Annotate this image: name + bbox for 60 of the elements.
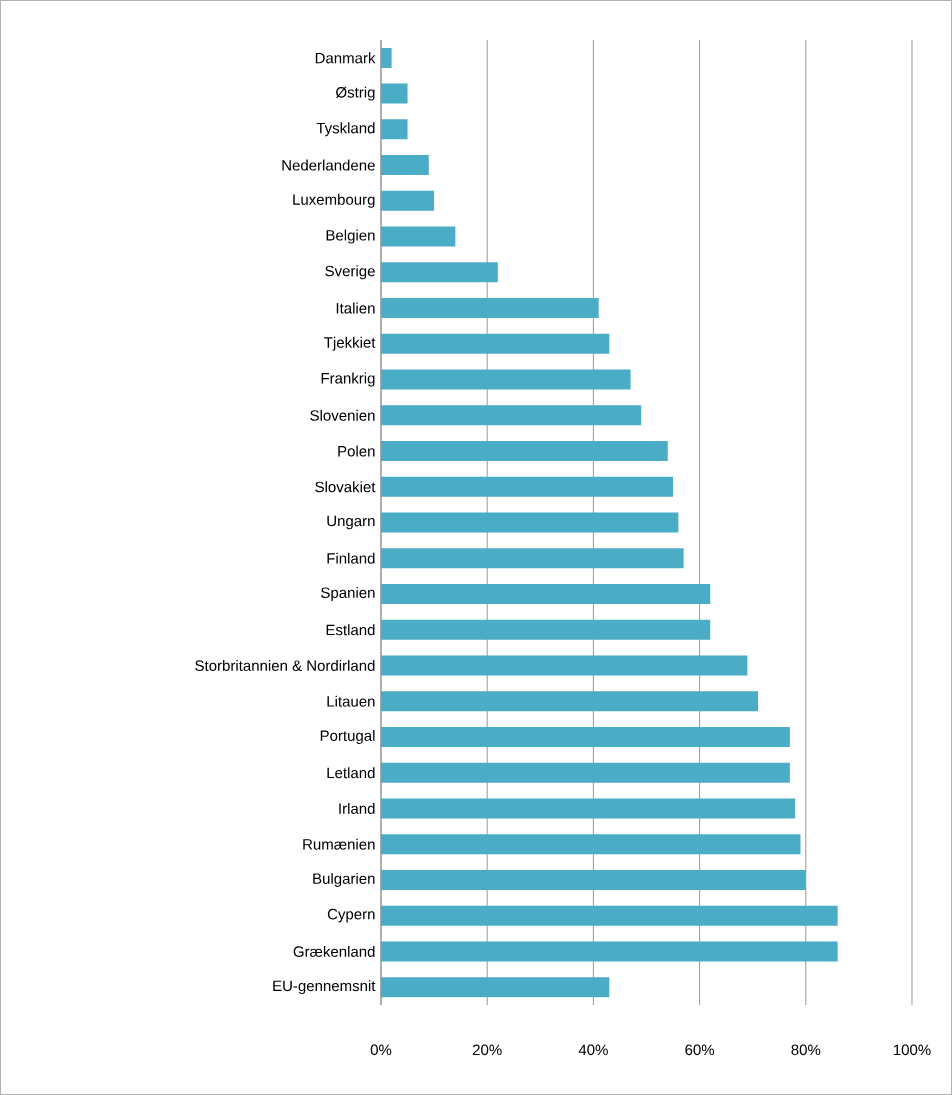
y-tick-label: Slovakiet <box>315 481 376 493</box>
bar <box>381 941 838 962</box>
bar <box>381 655 748 676</box>
y-tick-label: Danmark <box>315 52 376 64</box>
bar <box>381 190 435 211</box>
bar <box>381 298 599 319</box>
x-tick-label: 0% <box>370 1044 392 1056</box>
bar <box>381 262 498 283</box>
bar <box>381 476 674 497</box>
y-tick-label: Sverige <box>325 265 375 280</box>
y-tick-label: Storbritannien & Nordirland <box>195 659 375 671</box>
y-tick-label: EU-gennemsnit <box>273 980 376 995</box>
bar <box>381 405 642 426</box>
x-tick-label: 20% <box>472 1044 502 1056</box>
y-tick-label: Bulgarien <box>313 872 375 887</box>
bar <box>381 869 806 890</box>
y-tick-label: Rumænien <box>303 838 375 850</box>
bar <box>381 834 801 855</box>
bar <box>381 369 631 390</box>
y-tick-label: Cypern <box>327 908 375 923</box>
y-tick-label: Frankrig <box>321 372 375 387</box>
y-tick-label: Finland <box>327 552 375 564</box>
bar <box>381 798 796 819</box>
x-tick-label: 80% <box>791 1044 821 1056</box>
y-tick-label: Polen <box>338 445 375 457</box>
y-tick-label: Letland <box>327 767 375 779</box>
bar <box>381 977 610 998</box>
x-tick-label: 100% <box>893 1044 931 1056</box>
y-tick-label: Tjekkiet <box>324 336 376 351</box>
y-tick-label: Estland <box>326 624 375 636</box>
y-tick-label: Tyskland <box>316 122 375 137</box>
y-tick-label: Portugal <box>320 729 375 744</box>
y-tick-label: Litauen <box>327 695 375 707</box>
bar <box>381 691 759 712</box>
bar <box>381 47 392 68</box>
y-tick-label: Irland <box>339 802 375 814</box>
x-tick-label: 40% <box>578 1044 608 1056</box>
bar <box>381 905 838 926</box>
y-tick-label: Italien <box>336 302 375 314</box>
y-tick-label: Spanien <box>321 587 375 601</box>
bar <box>381 548 684 569</box>
x-tick-label: 60% <box>685 1044 715 1056</box>
y-tick-label: Slovenien <box>310 409 375 421</box>
bar <box>381 726 790 747</box>
y-tick-label: Grækenland <box>293 945 375 957</box>
bar <box>381 226 456 247</box>
y-tick-label: Belgien <box>326 229 375 244</box>
y-tick-label: Ungarn <box>327 515 375 530</box>
y-tick-label: Østrig <box>335 86 375 101</box>
bar <box>381 619 711 640</box>
bar <box>381 441 668 462</box>
y-tick-label: Luxembourg <box>293 193 375 208</box>
bar <box>381 512 679 533</box>
bar <box>381 583 711 604</box>
bar <box>381 762 790 783</box>
bar <box>381 333 610 354</box>
bar <box>381 83 408 104</box>
bar <box>381 119 408 140</box>
y-tick-label: Nederlandene <box>282 159 375 171</box>
bar <box>381 155 429 176</box>
